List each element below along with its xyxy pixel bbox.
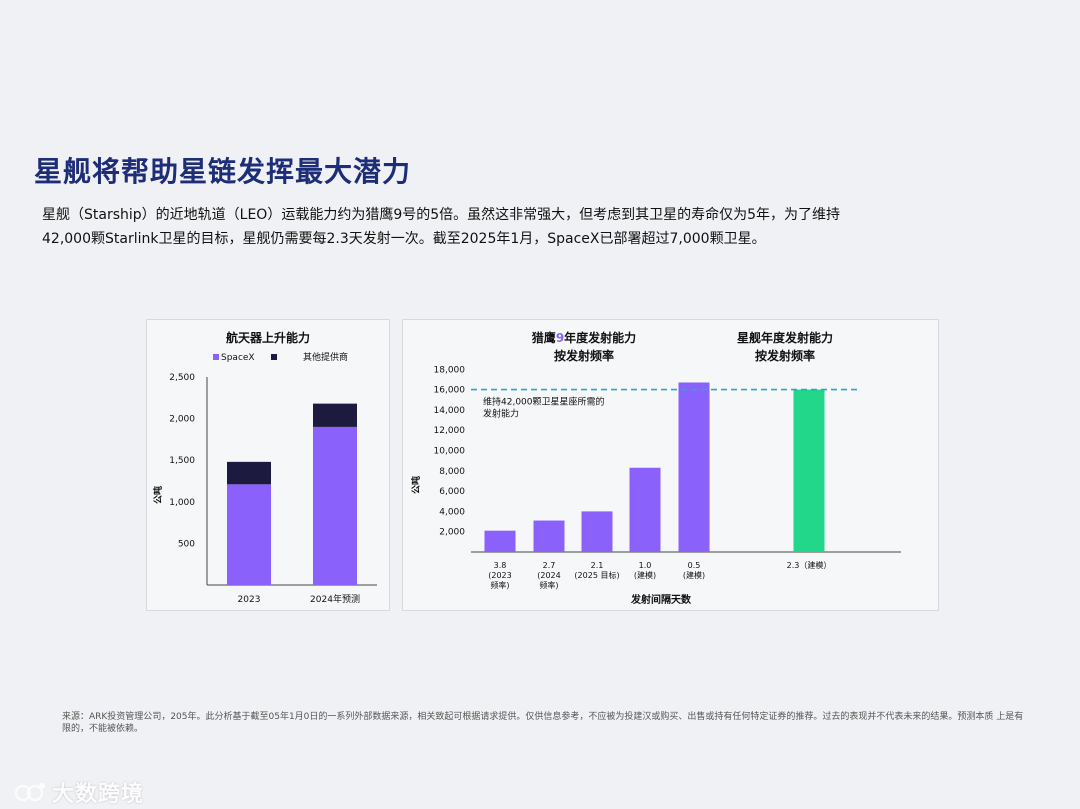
x-tick-label: (建模) xyxy=(634,570,656,580)
x-tick-label: 2023 xyxy=(238,595,261,605)
y-tick-label: 1,500 xyxy=(169,456,195,466)
x-tick-label: 3.8 xyxy=(494,561,507,570)
x-tick-label: 2.1 xyxy=(591,561,604,570)
bar-falcon9-3 xyxy=(629,467,661,552)
y-tick-label: 8,000 xyxy=(439,467,465,477)
x-tick-label: (2024 xyxy=(537,571,560,580)
y-tick-label: 14,000 xyxy=(434,406,466,416)
y-tick-label: 2,000 xyxy=(169,415,195,425)
legend-swatch-others xyxy=(271,354,277,360)
x-tick-label: (2025 目标) xyxy=(574,570,619,580)
y-tick-label: 2,500 xyxy=(169,373,195,383)
ascent-capacity-panel: 航天器上升能力 SpaceX 其他提供商 公吨 500 1,000 1,500 2,0… xyxy=(146,319,390,611)
bar-starship-5 xyxy=(793,389,825,552)
x-tick-label: (2023 xyxy=(488,571,511,580)
bar-falcon9-0 xyxy=(484,530,516,552)
y-tick-label: 2,000 xyxy=(439,528,465,538)
bar-spacex-0 xyxy=(227,484,271,585)
falcon9-title-prefix: 猎鹰 xyxy=(532,330,556,345)
x-tick-label: (建模) xyxy=(683,570,705,580)
bar-others-1 xyxy=(313,403,357,427)
watermark: 大数跨境 xyxy=(14,776,144,808)
ascent-capacity-chart: 航天器上升能力 SpaceX 其他提供商 公吨 500 1,000 1,500 2,0… xyxy=(152,330,377,605)
y-tick-label: 12,000 xyxy=(434,426,466,436)
x-tick-label: 2.7 xyxy=(543,561,556,570)
y-tick-label: 500 xyxy=(178,539,195,549)
chart-title: 航天器上升能力 xyxy=(226,330,310,345)
x-tick-label: 频率) xyxy=(539,580,558,590)
reference-line-label-2: 发射能力 xyxy=(483,408,519,420)
starship-title-line-1: 星舰年度发射能力 xyxy=(737,330,833,345)
x-tick-label: 0.5 xyxy=(688,561,701,570)
bars xyxy=(227,403,357,585)
falcon9-title-line-1: 猎鹰9年度发射能力 xyxy=(532,330,636,345)
bars xyxy=(484,382,825,552)
legend-label-spacex: SpaceX xyxy=(221,353,255,363)
y-tick-label: 10,000 xyxy=(434,447,466,457)
source-footnote: 来源：ARK投资管理公司，205年。此分析基于截至05年1月0日的一系列外部数据… xyxy=(62,712,1024,734)
falcon9-title-suffix: 年度发射能力 xyxy=(564,330,636,345)
x-tick-label: 2024年预测 xyxy=(310,593,360,605)
x-axis-labels: 2023 2024年预测 xyxy=(238,593,360,605)
slide-subtitle: 星舰（Starship）的近地轨道（LEO）运载能力约为猎鹰9号的5倍。虽然这非… xyxy=(42,203,1042,251)
reference-line-label-1: 维持42,000颗卫星星座所需的 xyxy=(483,396,605,408)
x-axis-title: 发射间隔天数 xyxy=(630,593,692,606)
x-tick-label: 1.0 xyxy=(639,561,652,570)
y-axis-ticks: 500 1,000 1,500 2,000 2,500 xyxy=(169,373,195,549)
launch-capacity-panel: 猎鹰9年度发射能力 按发射频率 星舰年度发射能力 按发射频率 公吨 2,000 4… xyxy=(402,319,939,611)
y-tick-label: 1,000 xyxy=(169,498,195,508)
x-tick-label: 2.3（建模） xyxy=(787,560,832,570)
legend-label-others: 其他提供商 xyxy=(303,351,348,363)
y-axis-ticks: 2,000 4,000 6,000 8,000 10,000 12,000 14,000 16… xyxy=(434,365,466,537)
legend-swatch-spacex xyxy=(213,354,219,360)
y-axis-label: 公吨 xyxy=(410,476,422,494)
watermark-text: 大数跨境 xyxy=(52,782,145,807)
starship-title-line-2: 按发射频率 xyxy=(755,348,815,363)
subtitle-line-2: 42,000颗Starlink卫星的目标，星舰仍需要每2.3天发射一次。截至20… xyxy=(42,231,766,247)
bar-falcon9-2 xyxy=(581,511,613,552)
falcon9-title-line-2: 按发射频率 xyxy=(554,348,614,363)
x-tick-label: 频率) xyxy=(490,580,509,590)
bar-falcon9-4 xyxy=(678,382,710,552)
y-tick-label: 18,000 xyxy=(434,365,466,375)
falcon9-title-highlight: 9 xyxy=(556,331,564,345)
watermark-logo-icon xyxy=(14,783,45,802)
launch-capacity-chart: 猎鹰9年度发射能力 按发射频率 星舰年度发射能力 按发射频率 公吨 2,000 4… xyxy=(410,330,901,606)
bar-others-0 xyxy=(227,461,271,485)
bar-spacex-1 xyxy=(313,426,357,585)
y-tick-label: 6,000 xyxy=(439,487,465,497)
bar-falcon9-1 xyxy=(533,520,565,552)
slide-title: 星舰将帮助星链发挥最大潜力 xyxy=(34,155,412,188)
y-tick-label: 16,000 xyxy=(434,386,466,396)
y-axis-label: 公吨 xyxy=(152,486,164,504)
chart-legend: SpaceX 其他提供商 xyxy=(213,351,348,363)
y-tick-label: 4,000 xyxy=(439,507,465,517)
subtitle-line-1: 星舰（Starship）的近地轨道（LEO）运载能力约为猎鹰9号的5倍。虽然这非… xyxy=(42,207,841,223)
